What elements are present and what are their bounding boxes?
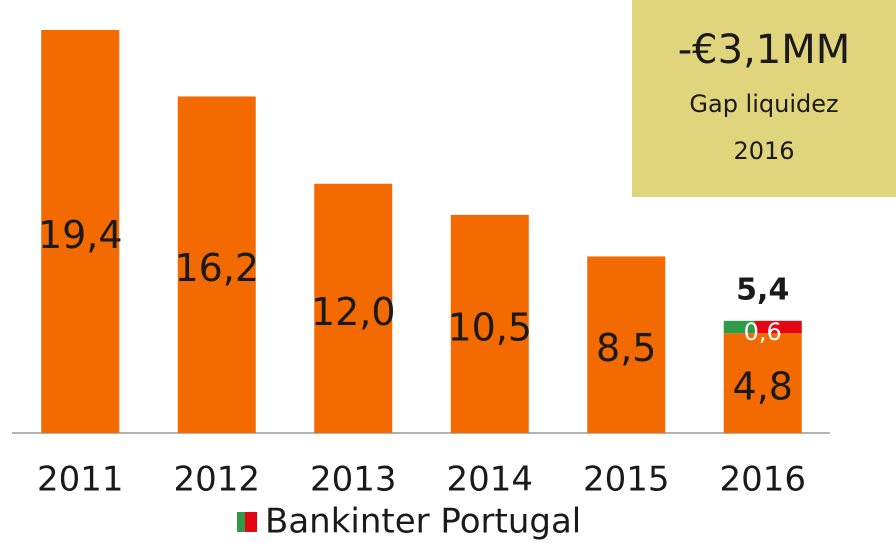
callout-line: Gap liquidez — [689, 90, 838, 118]
bar-segment — [723, 320, 802, 334]
value-label: 8,5 — [596, 326, 656, 370]
legend-label: Bankinter Portugal — [265, 502, 581, 542]
x-tick-label: 2013 — [310, 460, 397, 500]
total-label: 5,4 — [736, 272, 789, 307]
x-tick-label: 2015 — [583, 460, 670, 500]
callout-line: 2016 — [733, 137, 794, 165]
x-tick-label: 2016 — [719, 460, 806, 500]
callout-title: -€3,1MM — [678, 27, 851, 73]
value-label: 4,8 — [733, 365, 793, 409]
bar-segment — [587, 256, 666, 433]
value-label: 10,5 — [447, 305, 532, 349]
value-label: 12,0 — [311, 290, 396, 334]
bar-segment — [41, 30, 120, 433]
legend-swatch — [237, 512, 257, 532]
bar-segment — [314, 183, 393, 433]
bar-segment — [723, 333, 802, 433]
value-label: 16,2 — [174, 246, 259, 290]
value-label: 19,4 — [38, 213, 123, 257]
bar-segment — [177, 96, 256, 433]
bar-segment — [450, 214, 529, 433]
x-tick-label: 2011 — [37, 460, 124, 500]
x-tick-label: 2014 — [446, 460, 533, 500]
x-tick-label: 2012 — [173, 460, 260, 500]
callout-box — [632, 0, 896, 197]
value-label: 0,6 — [744, 318, 782, 346]
